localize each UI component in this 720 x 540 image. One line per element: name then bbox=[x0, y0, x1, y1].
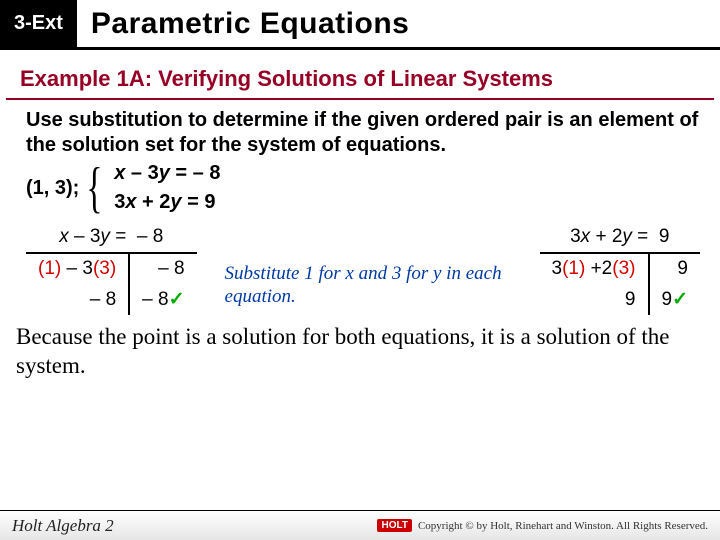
rw-r1c1c: +2 bbox=[585, 258, 612, 279]
ordered-pair: (1, 3); bbox=[26, 177, 79, 200]
right-work: 3x + 2y = 9 3(1) +2(3) 9 9 9✓ bbox=[540, 224, 701, 315]
eq2-y: y bbox=[170, 191, 181, 213]
rw-hy: y bbox=[622, 226, 632, 247]
lw-r2c2v: – 8 bbox=[142, 289, 168, 310]
eq2-x: x bbox=[125, 191, 136, 213]
publisher-logo: HOLT bbox=[377, 519, 411, 532]
footer-copyright: HOLT Copyright © by Holt, Rinehart and W… bbox=[377, 519, 708, 532]
work-area: x – 3y = – 8 (1) – 3(3) – 8 – 8 – 8✓ Sub… bbox=[26, 224, 700, 315]
rw-r1c1d: (3) bbox=[612, 258, 635, 279]
left-work: x – 3y = – 8 (1) – 3(3) – 8 – 8 – 8✓ bbox=[26, 224, 197, 315]
rw-r2c1: 9 bbox=[540, 284, 649, 315]
header-bar: 3-Ext Parametric Equations bbox=[0, 0, 720, 50]
eq2-coef: 3 bbox=[114, 191, 125, 213]
conclusion-text: Because the point is a solution for both… bbox=[0, 315, 720, 381]
lw-r2c1: – 8 bbox=[26, 284, 129, 315]
content-area: Use substitution to determine if the giv… bbox=[0, 100, 720, 315]
lw-ht: = – 8 bbox=[110, 226, 163, 247]
lw-hx: x bbox=[59, 226, 69, 247]
lw-hm: – 3 bbox=[69, 226, 101, 247]
rw-r2c2: 9✓ bbox=[649, 284, 701, 315]
right-work-table: 3(1) +2(3) 9 9 9✓ bbox=[540, 254, 701, 315]
lw-r1c1b: – 3 bbox=[61, 258, 93, 279]
lw-r1c1: (1) – 3(3) bbox=[26, 254, 129, 284]
chapter-title: Parametric Equations bbox=[91, 7, 409, 41]
eq1-rhs: = – 8 bbox=[170, 162, 221, 184]
rw-hm: + 2 bbox=[590, 226, 622, 247]
lw-r1c2: – 8 bbox=[129, 254, 196, 284]
lw-r2c2: – 8✓ bbox=[129, 284, 196, 315]
lw-hy: y bbox=[100, 226, 110, 247]
rw-ht: = 9 bbox=[632, 226, 670, 247]
footer-book-title: Holt Algebra 2 bbox=[12, 516, 114, 536]
system-row: (1, 3); { x – 3y = – 8 3x + 2y = 9 bbox=[26, 162, 700, 214]
prompt-text: Use substitution to determine if the giv… bbox=[26, 108, 700, 158]
eq2-mid: + 2 bbox=[136, 191, 170, 213]
eq2-rhs: = 9 bbox=[182, 191, 216, 213]
equation-1: x – 3y = – 8 bbox=[114, 162, 220, 185]
copyright-text: Copyright © by Holt, Rinehart and Winsto… bbox=[418, 520, 708, 532]
equation-2: 3x + 2y = 9 bbox=[114, 191, 220, 214]
substitution-note: Substitute 1 for x and 3 for y in each e… bbox=[225, 263, 512, 309]
check-icon: ✓ bbox=[169, 289, 185, 310]
left-work-table: (1) – 3(3) – 8 – 8 – 8✓ bbox=[26, 254, 197, 315]
eq1-x: x bbox=[114, 162, 125, 184]
lesson-badge: 3-Ext bbox=[0, 0, 77, 47]
brace-icon: { bbox=[87, 164, 103, 212]
lw-r1c1c: (3) bbox=[93, 258, 116, 279]
rw-hx: x bbox=[581, 226, 591, 247]
check-icon: ✓ bbox=[672, 289, 688, 310]
eq1-y: y bbox=[159, 162, 170, 184]
rw-hc: 3 bbox=[570, 226, 581, 247]
rw-r2c2v: 9 bbox=[662, 289, 673, 310]
equation-stack: x – 3y = – 8 3x + 2y = 9 bbox=[114, 162, 220, 214]
rw-r1c1a: 3 bbox=[552, 258, 563, 279]
footer-bar: Holt Algebra 2 HOLT Copyright © by Holt,… bbox=[0, 510, 720, 540]
left-work-header: x – 3y = – 8 bbox=[26, 224, 197, 254]
eq1-mid: – 3 bbox=[125, 162, 158, 184]
lw-r1c1a: (1) bbox=[38, 258, 61, 279]
rw-r1c1: 3(1) +2(3) bbox=[540, 254, 649, 284]
example-title: Example 1A: Verifying Solutions of Linea… bbox=[6, 56, 714, 100]
rw-r1c1b: (1) bbox=[562, 258, 585, 279]
right-work-header: 3x + 2y = 9 bbox=[540, 224, 701, 254]
rw-r1c2: 9 bbox=[649, 254, 701, 284]
